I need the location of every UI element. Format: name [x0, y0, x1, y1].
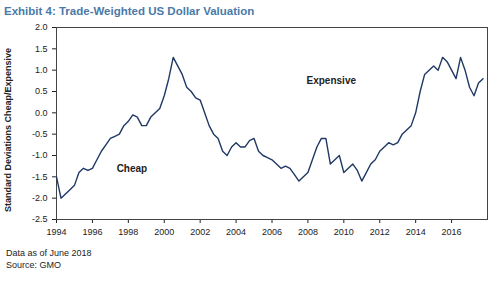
- html-text:Standard Deviations Cheap/Expe: Standard Deviations Cheap/Expensive: [3, 48, 13, 212]
- svg-text:0.5: 0.5: [35, 86, 48, 96]
- svg-text:1.5: 1.5: [35, 44, 48, 54]
- svg-text:2002: 2002: [190, 227, 210, 237]
- svg-text:-1.5: -1.5: [32, 172, 48, 182]
- svg-text:-0.5: -0.5: [32, 129, 48, 139]
- html-text:Exhibit 4: Trade-Weighted US D: Exhibit 4: Trade-Weighted US Dollar Valu…: [4, 5, 255, 17]
- svg-text:-2.0: -2.0: [32, 193, 48, 203]
- svg-text:2006: 2006: [262, 227, 282, 237]
- svg-text:2004: 2004: [226, 227, 246, 237]
- svg-text:2016: 2016: [442, 227, 462, 237]
- svg-text:0.0: 0.0: [35, 108, 48, 118]
- svg-text:Expensive: Expensive: [307, 75, 357, 86]
- svg-text:2000: 2000: [154, 227, 174, 237]
- svg-text:Cheap: Cheap: [117, 163, 148, 174]
- svg-text:1996: 1996: [82, 227, 102, 237]
- svg-text:-2.5: -2.5: [32, 214, 48, 224]
- svg-text:1998: 1998: [118, 227, 138, 237]
- svg-text:1994: 1994: [46, 227, 66, 237]
- svg-text:2.0: 2.0: [35, 22, 48, 32]
- svg-text:2010: 2010: [334, 227, 354, 237]
- svg-text:2014: 2014: [406, 227, 426, 237]
- svg-text:1.0: 1.0: [35, 65, 48, 75]
- svg-text:2012: 2012: [370, 227, 390, 237]
- svg-text:-1.0: -1.0: [32, 150, 48, 160]
- html-text:Source: GMO: Source: GMO: [6, 260, 61, 270]
- html-text:Data as of June 2018: Data as of June 2018: [6, 248, 92, 258]
- svg-text:2008: 2008: [298, 227, 318, 237]
